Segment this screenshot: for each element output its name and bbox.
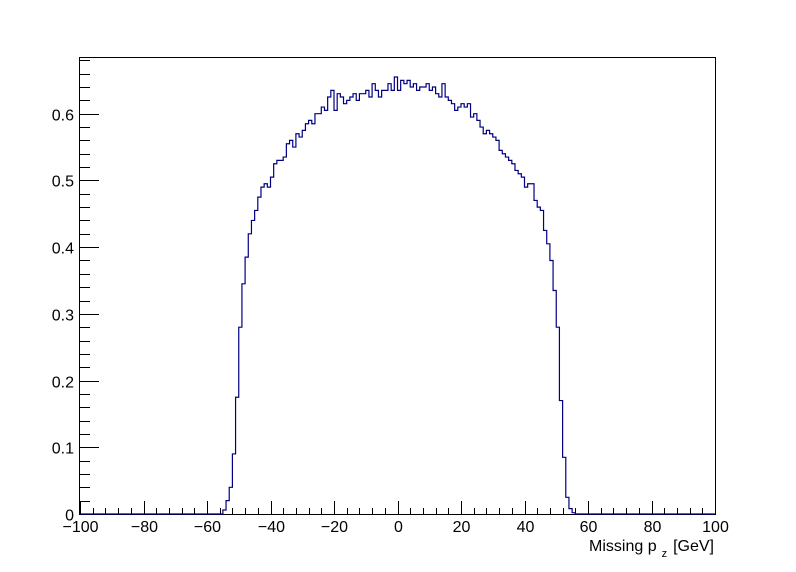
x-tick-label: −40 [258, 519, 285, 536]
histogram-series-line [80, 76, 715, 515]
x-axis-title-subscript: z [662, 548, 668, 560]
x-axis-title-main: Missing p [589, 538, 657, 555]
x-tick-label: −20 [321, 519, 348, 536]
x-tick-label: 60 [580, 519, 598, 536]
y-tick-label: 0.2 [52, 375, 74, 392]
y-tick-label: 0.5 [52, 174, 74, 191]
plot-frame [79, 57, 716, 515]
y-tick-labels: 0 0.1 0.2 0.3 0.4 0.5 0.6 [52, 108, 74, 525]
y-tick-label: 0.1 [52, 441, 74, 458]
x-tick-label: 20 [453, 519, 471, 536]
x-tick-label: −100 [62, 519, 98, 536]
x-tick-label: −80 [131, 519, 158, 536]
y-axis [80, 60, 99, 515]
x-tick-label: 40 [517, 519, 535, 536]
y-tick-label: 0 [65, 508, 74, 525]
y-tick-label: 0.3 [52, 308, 74, 325]
x-tick-labels: −100 −80 −60 −40 −20 0 20 40 60 80 100 [62, 519, 728, 536]
y-tick-label: 0.6 [52, 108, 74, 125]
x-tick-label: 100 [702, 519, 729, 536]
x-tick-label: 80 [644, 519, 662, 536]
x-tick-label: −60 [194, 519, 221, 536]
x-axis-title: Missing p z [GeV] [589, 538, 714, 560]
x-tick-label: 0 [394, 519, 403, 536]
x-axis-title-unit: [GeV] [673, 538, 714, 555]
y-tick-label: 0.4 [52, 241, 74, 258]
x-axis [80, 501, 716, 514]
